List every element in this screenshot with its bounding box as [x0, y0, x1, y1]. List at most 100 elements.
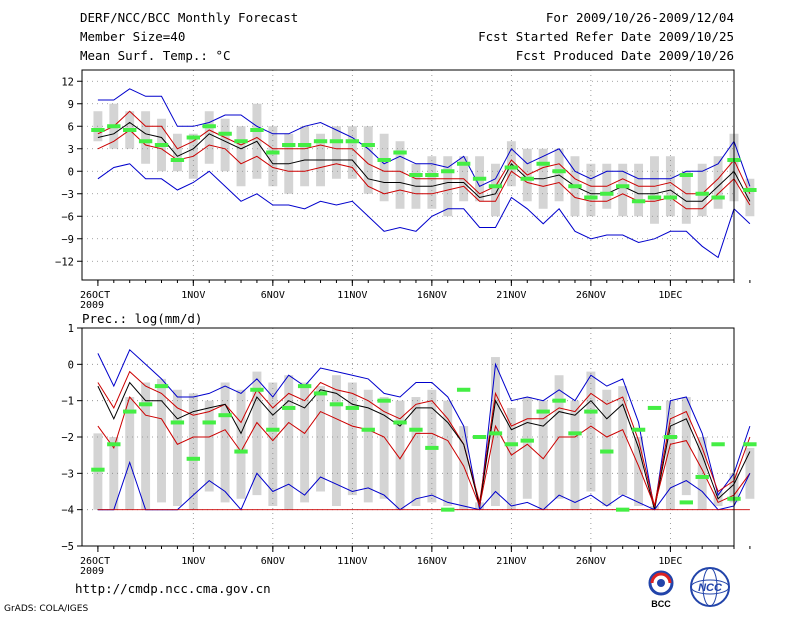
ncc-logo-icon: NCC: [690, 567, 730, 607]
series-upper-line: [97, 370, 751, 507]
climatology-marker: [504, 165, 519, 170]
climatology-marker: [202, 420, 216, 425]
climatology-marker: [552, 169, 566, 174]
y-tick-label: −3: [61, 468, 74, 480]
climatology-marker: [377, 398, 391, 403]
climatology-marker: [170, 158, 185, 162]
climatology-marker: [743, 442, 757, 447]
y-tick-label: 0: [68, 166, 74, 178]
climatology-marker: [393, 420, 407, 425]
climatology-marker: [647, 405, 662, 410]
ensemble-box: [411, 397, 421, 507]
x-tick-label: 21NOV: [496, 556, 526, 567]
ensemble-box: [443, 156, 453, 217]
ensemble-box: [618, 386, 628, 496]
ensemble-box: [491, 163, 500, 217]
forecast-period: For 2009/10/26-2009/12/04: [545, 10, 734, 25]
ensemble-box: [443, 400, 453, 507]
ensemble-box: [427, 156, 437, 209]
x-tick-label: 26NOV: [576, 290, 606, 301]
ensemble-box: [570, 400, 580, 510]
y-tick-label: 12: [61, 76, 74, 88]
x-tick-label: 1DEC: [658, 290, 682, 301]
grads-credit: GrADS: COLA/IGES: [4, 604, 89, 614]
ensemble-box: [236, 126, 246, 187]
x-tick-label: 11NOV: [337, 290, 367, 301]
climatology-marker: [441, 169, 455, 174]
x-tick-label: 21NOV: [496, 290, 526, 301]
climatology-marker: [123, 128, 137, 132]
x-tick-label: 26NOV: [576, 556, 606, 567]
ensemble-box: [459, 426, 469, 510]
climatology-marker: [679, 500, 693, 505]
climatology-marker: [711, 195, 725, 200]
climatology-marker: [377, 158, 391, 162]
ensemble-box: [681, 171, 691, 224]
y-tick-label: 0: [68, 359, 74, 371]
plot-frame: [81, 69, 735, 281]
climatology-marker: [138, 402, 153, 407]
climatology-marker: [584, 195, 598, 200]
series-mean-line: [97, 381, 751, 510]
source-url[interactable]: http://cmdp.ncc.cma.gov.cn: [75, 581, 271, 596]
ensemble-box: [522, 397, 532, 499]
climatology-marker: [313, 139, 328, 144]
climatology-marker: [472, 435, 487, 439]
climatology-marker: [282, 143, 296, 147]
climatology-marker: [504, 442, 519, 447]
climatology-marker: [154, 384, 169, 389]
ensemble-box: [634, 163, 644, 217]
ensemble-box: [220, 118, 230, 172]
ensemble-box: [650, 156, 659, 224]
climatology-marker: [186, 135, 200, 140]
climatology-marker: [313, 391, 328, 396]
x-tick-year-label: 2009: [80, 566, 104, 577]
climatology-marker: [170, 420, 185, 425]
series-lower-line: [97, 395, 751, 508]
bcc-logo-text: BCC: [651, 599, 671, 609]
variable-label: Mean Surf. Temp.: °C: [80, 48, 231, 63]
ensemble-box: [363, 389, 373, 503]
header-left: DERF/NCC/BCC Monthly Forecast Member Siz…: [80, 8, 298, 65]
climatology-marker: [234, 449, 248, 454]
climatology-marker: [202, 124, 216, 129]
ensemble-box: [713, 156, 723, 209]
climatology-marker: [345, 405, 360, 410]
climatology-marker: [250, 128, 264, 132]
ensemble-box: [109, 437, 119, 510]
ensemble-box: [665, 400, 675, 510]
y-tick-label: −9: [61, 234, 74, 246]
climatology-marker: [123, 409, 137, 414]
ensemble-box: [172, 389, 182, 507]
ensemble-box: [141, 382, 151, 510]
x-tick-label: 1NOV: [181, 556, 205, 567]
climatology-marker: [218, 413, 232, 418]
series-max-line: [97, 348, 751, 510]
climatology-marker: [663, 435, 678, 439]
ensemble-box: [188, 393, 198, 510]
climatology-marker: [520, 438, 534, 443]
climatology-marker: [695, 474, 709, 479]
climatology-marker: [186, 456, 200, 461]
refer-date: Fcst Started Refer Date 2009/10/25: [478, 29, 734, 44]
climatology-marker: [329, 402, 344, 407]
climatology-marker: [345, 139, 360, 144]
ensemble-box: [300, 126, 310, 187]
climatology-marker: [600, 191, 614, 196]
climatology-marker: [297, 384, 312, 389]
x-tick-label: 11NOV: [337, 556, 367, 567]
ensemble-box: [284, 375, 294, 510]
climatology-marker: [616, 507, 630, 512]
y-tick-label: −3: [61, 189, 74, 201]
climatology-marker: [568, 184, 582, 189]
series-mean-line: [97, 121, 751, 202]
header-right: For 2009/10/26-2009/12/04 Fcst Started R…: [478, 8, 734, 65]
climatology-marker: [107, 124, 121, 129]
y-tick-label: 3: [68, 144, 74, 156]
climatology-marker: [472, 176, 487, 181]
ensemble-box: [602, 389, 612, 507]
member-size: Member Size=40: [80, 29, 186, 44]
y-tick-label: 9: [68, 99, 74, 111]
